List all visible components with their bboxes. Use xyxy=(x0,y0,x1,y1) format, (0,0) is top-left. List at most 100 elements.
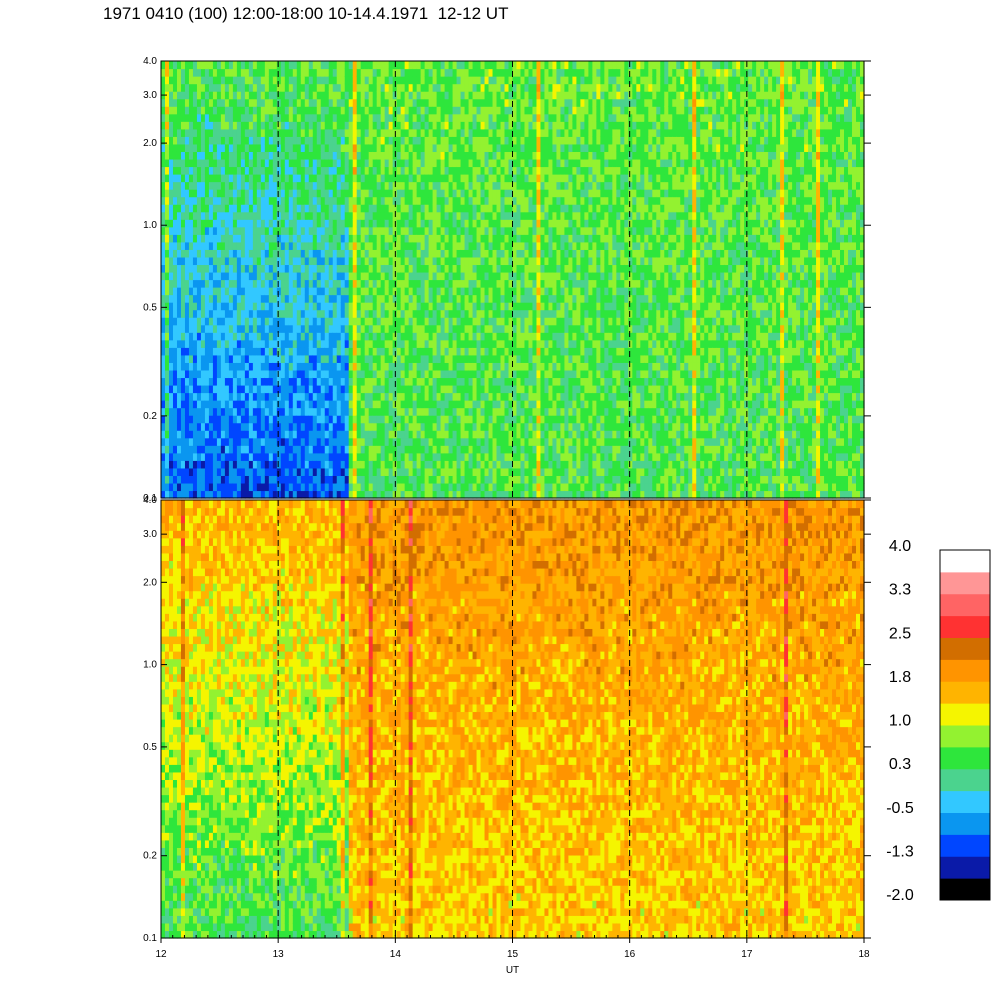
heatmap-cell xyxy=(284,98,290,107)
heatmap-cell xyxy=(376,317,382,326)
heatmap-cell xyxy=(284,339,290,348)
heatmap-cell xyxy=(192,354,198,363)
heatmap-cell xyxy=(340,445,346,454)
heatmap-cell xyxy=(464,143,470,153)
heatmap-cell xyxy=(456,392,462,401)
heatmap-cell xyxy=(368,234,374,243)
heatmap-cell xyxy=(456,467,462,476)
heatmap-cell xyxy=(352,302,358,311)
heatmap-cell xyxy=(468,249,474,258)
heatmap-cell xyxy=(228,302,234,311)
heatmap-cell xyxy=(196,490,202,499)
heatmap-cell xyxy=(492,317,498,326)
heatmap-cell xyxy=(260,61,266,70)
heatmap-cell xyxy=(436,264,442,273)
heatmap-cell xyxy=(436,189,442,198)
heatmap-cell xyxy=(236,324,242,333)
heatmap-cell xyxy=(428,475,434,484)
heatmap-cell xyxy=(388,317,394,326)
heatmap-cell xyxy=(224,407,230,416)
heatmap-cell xyxy=(388,467,394,476)
heatmap-cell xyxy=(240,279,246,288)
heatmap-cell xyxy=(400,332,406,341)
heatmap-cell xyxy=(292,347,298,356)
heatmap-cell xyxy=(336,369,342,379)
heatmap-cell xyxy=(164,211,170,220)
heatmap-cell xyxy=(320,437,326,446)
heatmap-cell xyxy=(396,452,402,461)
heatmap-cell xyxy=(196,400,202,409)
heatmap-cell xyxy=(292,362,298,371)
heatmap-cell xyxy=(444,430,450,439)
heatmap-cell xyxy=(328,317,334,326)
heatmap-cell xyxy=(404,76,410,85)
heatmap-cell xyxy=(300,211,306,220)
heatmap-cell xyxy=(328,204,334,213)
heatmap-cell xyxy=(248,128,254,137)
heatmap-cell xyxy=(220,317,226,326)
heatmap-cell xyxy=(256,317,262,326)
heatmap-cell xyxy=(332,347,338,356)
heatmap-cell xyxy=(272,166,278,175)
heatmap-cell xyxy=(204,317,210,326)
heatmap-cell xyxy=(180,68,186,77)
heatmap-cell xyxy=(220,279,226,288)
heatmap-cell xyxy=(296,121,302,130)
heatmap-cell xyxy=(312,106,318,115)
heatmap-cell xyxy=(272,68,278,77)
heatmap-cell xyxy=(340,302,346,311)
heatmap-cell xyxy=(184,302,190,311)
heatmap-cell xyxy=(412,309,418,318)
heatmap-cell xyxy=(404,384,410,394)
heatmap-cell xyxy=(400,143,406,153)
heatmap-cell xyxy=(268,347,274,356)
heatmap-cell xyxy=(200,302,206,311)
heatmap-cell xyxy=(376,369,382,379)
heatmap-cell xyxy=(248,196,254,205)
heatmap-cell xyxy=(472,181,478,190)
heatmap-cell xyxy=(484,302,490,311)
heatmap-cell xyxy=(500,189,506,198)
heatmap-cell xyxy=(336,113,342,122)
heatmap-cell xyxy=(424,490,430,499)
heatmap-cell xyxy=(436,76,442,85)
heatmap-cell xyxy=(264,460,270,469)
heatmap-cell xyxy=(312,181,318,190)
heatmap-cell xyxy=(388,279,394,288)
heatmap-cell xyxy=(356,309,362,318)
heatmap-cell xyxy=(316,136,322,145)
heatmap-cell xyxy=(161,61,166,70)
heatmap-cell xyxy=(492,61,498,70)
heatmap-cell xyxy=(436,256,442,266)
heatmap-cell xyxy=(436,241,442,250)
heatmap-cell xyxy=(496,106,502,115)
heatmap-cell xyxy=(408,211,414,220)
heatmap-cell xyxy=(352,475,358,484)
heatmap-cell xyxy=(432,384,438,394)
heatmap-cell xyxy=(372,234,378,243)
heatmap-cell xyxy=(248,226,254,235)
heatmap-cell xyxy=(324,482,330,492)
heatmap-cell xyxy=(372,324,378,333)
heatmap-cell xyxy=(256,106,262,115)
heatmap-cell xyxy=(440,369,446,379)
heatmap-cell xyxy=(244,467,250,476)
heatmap-cell xyxy=(468,241,474,250)
heatmap-cell xyxy=(300,362,306,371)
heatmap-cell xyxy=(161,151,166,160)
heatmap-cell xyxy=(276,83,282,92)
heatmap-cell xyxy=(372,151,378,160)
heatmap-cell xyxy=(388,490,394,499)
heatmap-cell xyxy=(344,460,350,469)
heatmap-cell xyxy=(188,256,194,266)
heatmap-cell xyxy=(316,181,322,190)
heatmap-cell xyxy=(324,136,330,145)
heatmap-cell xyxy=(224,384,230,394)
heatmap-cell xyxy=(180,377,186,386)
heatmap-cell xyxy=(224,166,230,175)
heatmap-cell xyxy=(352,189,358,198)
heatmap-cell xyxy=(456,475,462,484)
heatmap-cell xyxy=(236,143,242,153)
heatmap-cell xyxy=(432,452,438,461)
heatmap-cell xyxy=(496,174,502,183)
